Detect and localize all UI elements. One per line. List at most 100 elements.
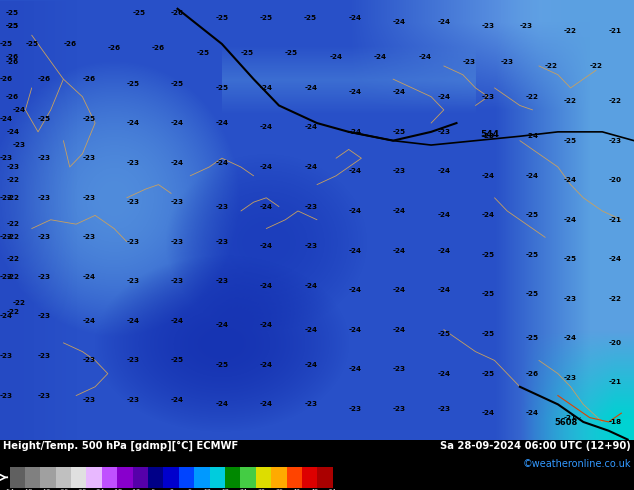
Text: 6: 6 <box>187 489 191 490</box>
Text: -26: -26 <box>82 76 95 82</box>
Text: -26: -26 <box>526 370 539 377</box>
Bar <box>225 467 240 488</box>
Text: -26: -26 <box>0 76 13 82</box>
Text: -23: -23 <box>82 234 95 241</box>
Text: -25: -25 <box>482 292 495 297</box>
Text: -24: -24 <box>82 274 95 280</box>
Text: -22: -22 <box>6 309 19 315</box>
Text: -22: -22 <box>6 221 19 227</box>
Text: -25: -25 <box>82 116 95 122</box>
Text: -24: -24 <box>304 124 317 130</box>
Text: -23: -23 <box>127 199 139 205</box>
Text: -23: -23 <box>38 234 51 241</box>
Text: -22: -22 <box>13 300 25 306</box>
Text: -24: -24 <box>171 318 184 324</box>
Text: -23: -23 <box>0 392 13 398</box>
Text: -24: -24 <box>127 318 139 324</box>
Text: -24: -24 <box>482 173 495 179</box>
Text: -25: -25 <box>304 15 317 21</box>
Text: -21: -21 <box>609 217 621 223</box>
Text: 36: 36 <box>275 489 283 490</box>
Text: -23: -23 <box>304 203 317 210</box>
Text: 5608´: 5608´ <box>555 418 582 427</box>
Text: -26: -26 <box>6 54 19 60</box>
Text: -24: -24 <box>564 336 577 342</box>
Text: -24: -24 <box>437 212 450 219</box>
Text: -24: -24 <box>260 164 273 170</box>
Bar <box>318 467 333 488</box>
Text: -22: -22 <box>590 63 602 69</box>
Text: -24: -24 <box>304 327 317 333</box>
Text: -24: -24 <box>564 177 577 183</box>
Text: -24: -24 <box>0 116 13 122</box>
Text: -23: -23 <box>216 239 228 245</box>
Text: -23: -23 <box>38 392 51 398</box>
Text: 12: 12 <box>203 489 211 490</box>
Text: -24: -24 <box>260 283 273 289</box>
Text: -24: -24 <box>304 362 317 368</box>
Text: -24: -24 <box>216 401 228 407</box>
Text: -23: -23 <box>437 129 450 135</box>
Text: -24: -24 <box>0 314 13 319</box>
Text: -24: -24 <box>349 89 361 95</box>
Text: -23: -23 <box>82 397 95 403</box>
Text: -24: -24 <box>482 212 495 219</box>
Text: -24: -24 <box>349 208 361 214</box>
Text: -24: -24 <box>393 208 406 214</box>
Text: -25: -25 <box>216 362 228 368</box>
Text: -24: -24 <box>482 410 495 416</box>
Text: -22: -22 <box>6 274 19 280</box>
Text: -24: -24 <box>171 397 184 403</box>
Text: -42: -42 <box>41 489 51 490</box>
Text: -24: -24 <box>437 370 450 377</box>
Bar <box>41 467 56 488</box>
Text: Sa 28-09-2024 06:00 UTC (12+90): Sa 28-09-2024 06:00 UTC (12+90) <box>440 441 631 451</box>
Text: -23: -23 <box>564 296 577 302</box>
Text: -24: -24 <box>393 247 406 253</box>
Text: -25: -25 <box>482 252 495 258</box>
Bar <box>210 467 225 488</box>
Text: -24: -24 <box>330 54 342 60</box>
Text: -26: -26 <box>6 94 19 99</box>
Text: -23: -23 <box>216 203 228 210</box>
Text: -23: -23 <box>216 278 228 284</box>
Text: -24: -24 <box>374 54 387 60</box>
Text: -36: -36 <box>58 489 68 490</box>
Text: -25: -25 <box>216 85 228 91</box>
Text: -22: -22 <box>526 94 539 99</box>
Text: -25: -25 <box>197 50 209 56</box>
Text: -22: -22 <box>545 63 558 69</box>
Text: -22: -22 <box>6 177 19 183</box>
Text: -18: -18 <box>609 419 621 425</box>
Text: -20: -20 <box>609 340 621 346</box>
Text: Height/Temp. 500 hPa [gdmp][°C] ECMWF: Height/Temp. 500 hPa [gdmp][°C] ECMWF <box>3 441 238 451</box>
Text: ©weatheronline.co.uk: ©weatheronline.co.uk <box>522 459 631 469</box>
Text: -24: -24 <box>171 120 184 126</box>
Text: -25: -25 <box>241 50 254 56</box>
Text: -26: -26 <box>171 10 184 16</box>
Text: -24: -24 <box>349 366 361 372</box>
Text: -24: -24 <box>260 85 273 91</box>
Text: -22: -22 <box>609 296 621 302</box>
Bar <box>271 467 287 488</box>
Text: -48: -48 <box>22 489 32 490</box>
Text: -23: -23 <box>437 406 450 412</box>
Text: -23: -23 <box>520 24 533 29</box>
Text: -23: -23 <box>127 160 139 166</box>
Text: -24: -24 <box>349 327 361 333</box>
Text: -26: -26 <box>63 41 76 47</box>
Bar <box>102 467 117 488</box>
Text: -23: -23 <box>38 195 51 201</box>
Text: -23: -23 <box>304 401 317 407</box>
Text: -23: -23 <box>609 138 621 144</box>
Text: -25: -25 <box>171 80 184 87</box>
Text: -24: -24 <box>526 133 539 139</box>
Text: -23: -23 <box>393 169 406 174</box>
Text: -25: -25 <box>393 129 406 135</box>
Text: -24: -24 <box>564 217 577 223</box>
Text: -6: -6 <box>150 489 156 490</box>
Text: -25: -25 <box>285 50 298 56</box>
Text: -24: -24 <box>260 203 273 210</box>
Text: -23: -23 <box>482 133 495 139</box>
Text: -23: -23 <box>0 155 13 161</box>
